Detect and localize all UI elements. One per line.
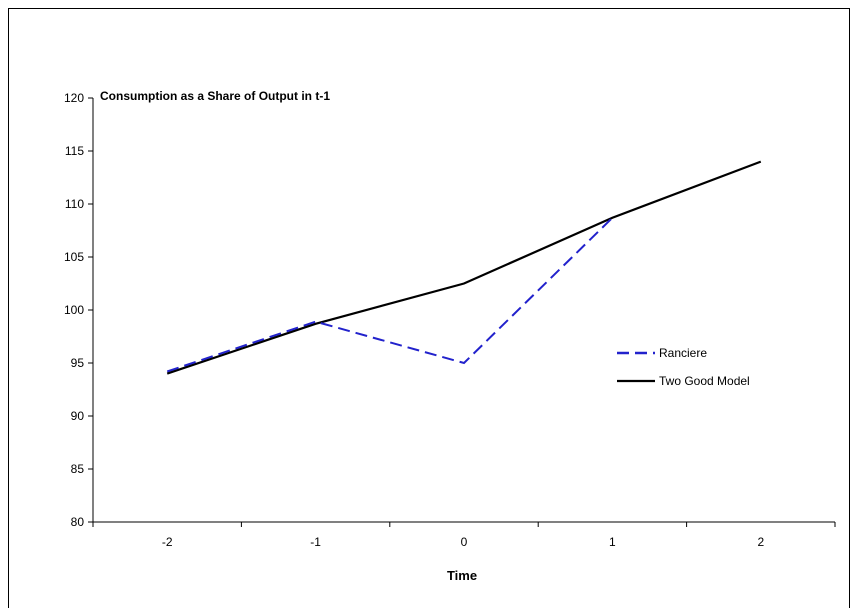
legend: Ranciere Two Good Model [617,346,750,388]
x-tick-label: 2 [757,535,764,549]
y-tick-label: 85 [71,462,85,476]
chart-title: Consumption as a Share of Output in t-1 [100,89,330,103]
chart-frame [8,8,850,608]
x-tick-label: -2 [162,535,173,549]
series-line-ranciere [166,217,614,373]
legend-label-two-good-model: Two Good Model [659,374,750,388]
legend-label-ranciere: Ranciere [659,346,707,360]
y-tick-label: 105 [64,250,84,264]
x-tick-label: 1 [609,535,616,549]
y-tick-label: 115 [65,144,84,158]
y-tick-label: 90 [71,409,85,423]
x-axis: -2 -1 0 1 2 [92,521,836,549]
y-tick-label: 110 [65,197,84,211]
x-tick-label: -1 [310,535,321,549]
x-axis-label: Time [447,568,477,583]
series-layer [166,160,762,375]
x-tick-label: 0 [461,535,468,549]
y-axis: 80 85 90 95 100 105 110 115 120 [64,91,94,529]
y-tick-label: 100 [64,303,84,317]
series-line-two-good-model [166,160,762,375]
y-tick-label: 80 [71,515,85,529]
y-tick-label: 95 [71,356,85,370]
y-tick-label: 120 [64,91,84,105]
